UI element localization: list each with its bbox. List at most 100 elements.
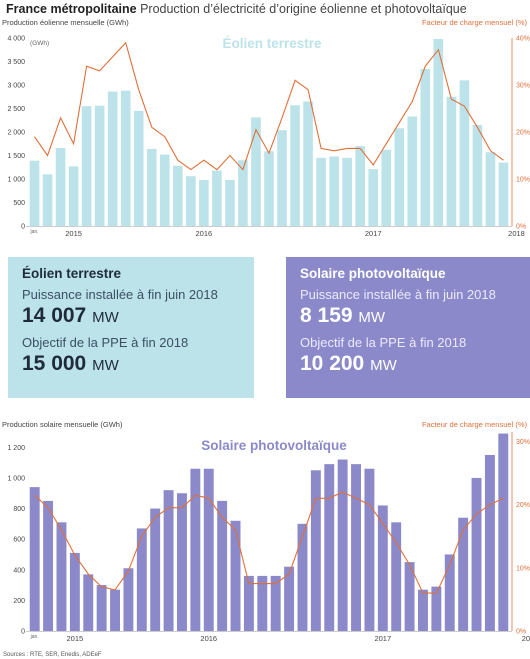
y-tick-label: 4 000 <box>7 36 25 43</box>
wind-target-label: Objectif de la PPE à fin 2018 <box>22 335 189 350</box>
title-region: France métropolitaine <box>6 2 137 16</box>
bar <box>303 101 313 226</box>
y-tick-label-right: 20% <box>516 502 530 509</box>
bar <box>284 566 295 631</box>
bar <box>472 124 483 226</box>
y-tick-label: 2 500 <box>7 106 25 113</box>
y-axis-right-label: Facteur de charge mensuel (%) <box>422 18 528 27</box>
bar <box>150 508 161 631</box>
bar <box>310 470 321 631</box>
page-title: France métropolitaine Production d’élect… <box>6 2 467 16</box>
bar <box>43 500 54 631</box>
bar <box>55 147 66 226</box>
y-tick-label: 0 <box>21 629 25 636</box>
bar <box>355 146 366 226</box>
x-first-month-label: jan. <box>30 634 39 640</box>
bar <box>110 589 120 631</box>
bar <box>190 468 201 631</box>
bar <box>177 493 187 631</box>
wind-card-title: Éolien terrestre <box>22 266 122 281</box>
bar <box>96 585 107 631</box>
solar-installed-value: 8 159 MW <box>300 304 530 328</box>
solar-installed-unit: MW <box>358 309 386 326</box>
solar-target-unit: MW <box>370 357 397 374</box>
bar <box>243 575 254 631</box>
y-tick-label: 600 <box>13 537 25 544</box>
solar-installed-label: Puissance installée à fin juin 2018 <box>300 287 496 302</box>
bar <box>217 500 228 631</box>
y-axis-right-label: Facteur de charge mensuel (%) <box>422 420 528 429</box>
bar <box>329 156 339 226</box>
bar <box>316 157 326 226</box>
bar <box>225 179 235 226</box>
wind-installed-unit: MW <box>92 309 119 326</box>
bar <box>364 468 375 631</box>
wind-target-number: 15 000 <box>22 352 87 375</box>
bar <box>238 160 248 226</box>
x-year-label: 2017 <box>365 229 382 238</box>
bar <box>418 589 428 631</box>
bar <box>136 528 147 631</box>
bar <box>381 149 392 226</box>
solar-production-chart: Production solaire mensuelle (GWh) Facteu… <box>2 420 530 643</box>
bar <box>458 517 469 631</box>
y-tick-label-right: 40% <box>516 36 530 43</box>
bar <box>172 165 183 226</box>
bar <box>83 574 94 631</box>
wind-installed-number: 14 007 <box>22 304 87 327</box>
y-tick-label-right: 30% <box>516 439 530 446</box>
y-tick-label: 1 000 <box>7 475 25 482</box>
bar <box>42 174 53 226</box>
y-tick-label: 1 500 <box>7 153 25 160</box>
solar-capacity-card: Solaire photovoltaïque Puissance install… <box>286 257 530 398</box>
bar <box>186 176 196 226</box>
bar <box>56 522 67 631</box>
solar-target-number: 10 200 <box>300 352 365 375</box>
bar <box>498 162 509 226</box>
bar <box>394 128 405 226</box>
bar <box>337 459 348 631</box>
bar <box>420 69 431 226</box>
x-year-label: 2017 <box>374 634 391 643</box>
y-tick-label-right: 30% <box>516 83 530 90</box>
sources-note: Sources : RTE, SER, Enedis, ADEeF <box>3 652 102 658</box>
y-tick-label: 400 <box>13 567 25 574</box>
y-tick-label: 1 000 <box>7 177 25 184</box>
bar <box>433 38 444 226</box>
y-tick-label: 500 <box>13 200 25 207</box>
bar <box>484 454 495 631</box>
chart-title: Éolien terrestre <box>222 36 322 51</box>
bar <box>377 505 388 631</box>
solar-target-label: Objectif de la PPE à fin 2018 <box>300 335 467 350</box>
wind-production-chart: Production éolienne mensuelle (GWh) Facte… <box>2 18 530 238</box>
bar <box>123 568 134 631</box>
x-first-month-label: jan. <box>29 229 38 235</box>
bar <box>251 117 261 226</box>
y-tick-label-right: 0% <box>516 629 526 636</box>
bar <box>391 522 402 631</box>
load-factor-line <box>34 41 504 171</box>
bar <box>120 90 131 226</box>
bar <box>257 575 268 631</box>
y-tick-label: 800 <box>13 506 25 513</box>
x-year-label: 2016 <box>196 229 213 238</box>
bar <box>404 562 415 631</box>
bar <box>107 91 118 226</box>
bar <box>146 148 157 226</box>
y-tick-label-right: 20% <box>516 130 530 137</box>
bar <box>270 575 281 631</box>
bar <box>159 154 170 226</box>
bar <box>342 157 352 226</box>
chart-title: Solaire photovoltaïque <box>201 438 347 453</box>
bar <box>459 80 470 226</box>
solar-installed-number: 8 159 <box>300 304 353 327</box>
y-tick-label: 0 <box>21 224 25 231</box>
title-subject: Production d’électricité d’origine éolie… <box>140 2 467 16</box>
bar <box>264 151 274 226</box>
bar <box>351 464 361 631</box>
y-axis-label: Production éolienne mensuelle (GWh) <box>2 18 129 27</box>
bar <box>69 552 80 631</box>
bar <box>230 520 241 631</box>
y-tick-label: 200 <box>13 598 25 605</box>
bar <box>471 477 482 631</box>
